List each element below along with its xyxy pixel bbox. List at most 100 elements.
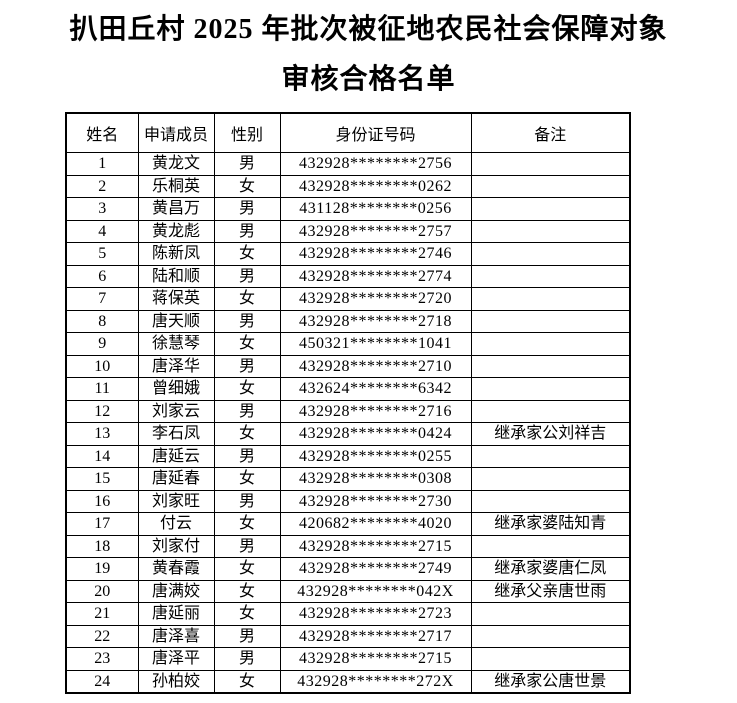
cell-id-number: 432928********2746 — [279, 242, 472, 266]
cell-gender: 男 — [213, 624, 281, 648]
cell-gender: 女 — [213, 174, 281, 198]
cell-serial-number: 23 — [65, 647, 139, 671]
cell-serial-number: 11 — [65, 377, 139, 401]
cell-gender: 男 — [213, 152, 281, 176]
cell-member-name: 刘家付 — [137, 534, 215, 558]
cell-gender: 女 — [213, 579, 281, 603]
cell-id-number: 432928********042X — [279, 579, 472, 603]
table-row: 4 黄龙彪 男 432928********2757 — [65, 219, 631, 243]
cell-remark: 继承父亲唐世雨 — [470, 579, 631, 603]
cell-serial-number: 14 — [65, 444, 139, 468]
cell-serial-number: 17 — [65, 512, 139, 536]
table-row: 3 黄昌万 男 431128********0256 — [65, 197, 631, 221]
cell-gender: 女 — [213, 669, 281, 694]
table-row: 24 孙柏姣 女 432928********272X 继承家公唐世景 — [65, 669, 631, 694]
cell-member-name: 曾细娥 — [137, 377, 215, 401]
cell-gender: 男 — [213, 219, 281, 243]
cell-serial-number: 4 — [65, 219, 139, 243]
table-row: 13 李石凤 女 432928********0424 继承家公刘祥吉 — [65, 422, 631, 446]
cell-gender: 男 — [213, 354, 281, 378]
cell-id-number: 432928********0424 — [279, 422, 472, 446]
cell-id-number: 432928********2720 — [279, 287, 472, 311]
cell-serial-number: 16 — [65, 489, 139, 513]
cell-member-name: 唐天顺 — [137, 309, 215, 333]
table-row: 18 刘家付 男 432928********2715 — [65, 534, 631, 558]
cell-remark: 继承家公唐世景 — [470, 669, 631, 694]
table-row: 6 陆和顺 男 432928********2774 — [65, 264, 631, 288]
cell-id-number: 420682********4020 — [279, 512, 472, 536]
cell-id-number: 432928********2723 — [279, 602, 472, 626]
table-header-row: 姓名 申请成员 性别 身份证号码 备注 — [65, 112, 631, 153]
table-row: 19 黄春霞 女 432928********2749 继承家婆唐仁凤 — [65, 557, 631, 581]
approved-roster-table: 姓名 申请成员 性别 身份证号码 备注 1 黄龙文 男 432928******… — [65, 112, 631, 694]
cell-id-number: 432928********2774 — [279, 264, 472, 288]
cell-remark — [470, 624, 631, 648]
cell-id-number: 432928********2756 — [279, 152, 472, 176]
cell-remark: 继承家婆唐仁凤 — [470, 557, 631, 581]
cell-gender: 男 — [213, 264, 281, 288]
cell-member-name: 唐延春 — [137, 467, 215, 491]
cell-id-number: 432928********2757 — [279, 219, 472, 243]
cell-remark — [470, 444, 631, 468]
cell-gender: 女 — [213, 377, 281, 401]
table-row: 8 唐天顺 男 432928********2718 — [65, 309, 631, 333]
cell-id-number: 431128********0256 — [279, 197, 472, 221]
cell-id-number: 432928********0262 — [279, 174, 472, 198]
cell-serial-number: 9 — [65, 332, 139, 356]
cell-member-name: 唐延丽 — [137, 602, 215, 626]
cell-id-number: 432928********2715 — [279, 534, 472, 558]
cell-remark — [470, 197, 631, 221]
cell-remark — [470, 219, 631, 243]
cell-member-name: 李石凤 — [137, 422, 215, 446]
cell-remark — [470, 534, 631, 558]
column-header-gender: 性别 — [213, 112, 281, 153]
cell-id-number: 432928********2730 — [279, 489, 472, 513]
cell-remark — [470, 264, 631, 288]
table-row: 2 乐桐英 女 432928********0262 — [65, 174, 631, 198]
cell-member-name: 黄昌万 — [137, 197, 215, 221]
cell-gender: 男 — [213, 534, 281, 558]
cell-member-name: 徐慧琴 — [137, 332, 215, 356]
cell-member-name: 黄龙彪 — [137, 219, 215, 243]
cell-remark — [470, 377, 631, 401]
table-row: 9 徐慧琴 女 450321********1041 — [65, 332, 631, 356]
table-row: 10 唐泽华 男 432928********2710 — [65, 354, 631, 378]
table-row: 15 唐延春 女 432928********0308 — [65, 467, 631, 491]
cell-id-number: 432928********2715 — [279, 647, 472, 671]
cell-serial-number: 18 — [65, 534, 139, 558]
table-row: 12 刘家云 男 432928********2716 — [65, 399, 631, 423]
cell-id-number: 432928********2710 — [279, 354, 472, 378]
cell-gender: 男 — [213, 489, 281, 513]
cell-member-name: 唐延云 — [137, 444, 215, 468]
cell-id-number: 432928********0308 — [279, 467, 472, 491]
cell-member-name: 刘家旺 — [137, 489, 215, 513]
table-row: 14 唐延云 男 432928********0255 — [65, 444, 631, 468]
cell-remark — [470, 354, 631, 378]
cell-serial-number: 12 — [65, 399, 139, 423]
cell-serial-number: 19 — [65, 557, 139, 581]
cell-id-number: 432928********272X — [279, 669, 472, 694]
cell-gender: 男 — [213, 197, 281, 221]
cell-id-number: 432928********2716 — [279, 399, 472, 423]
column-header-applicant: 申请成员 — [137, 112, 215, 153]
cell-serial-number: 22 — [65, 624, 139, 648]
column-header-id-number: 身份证号码 — [279, 112, 472, 153]
table-row: 7 蒋保英 女 432928********2720 — [65, 287, 631, 311]
cell-member-name: 陈新凤 — [137, 242, 215, 266]
cell-remark: 继承家公刘祥吉 — [470, 422, 631, 446]
cell-member-name: 唐泽喜 — [137, 624, 215, 648]
table-row: 1 黄龙文 男 432928********2756 — [65, 152, 631, 176]
cell-remark — [470, 174, 631, 198]
cell-member-name: 唐泽华 — [137, 354, 215, 378]
cell-id-number: 450321********1041 — [279, 332, 472, 356]
cell-gender: 男 — [213, 647, 281, 671]
table-row: 16 刘家旺 男 432928********2730 — [65, 489, 631, 513]
cell-remark — [470, 602, 631, 626]
table-row: 21 唐延丽 女 432928********2723 — [65, 602, 631, 626]
cell-id-number: 432928********2718 — [279, 309, 472, 333]
cell-serial-number: 7 — [65, 287, 139, 311]
cell-member-name: 唐泽平 — [137, 647, 215, 671]
cell-serial-number: 3 — [65, 197, 139, 221]
table-row: 17 付云 女 420682********4020 继承家婆陆知青 — [65, 512, 631, 536]
